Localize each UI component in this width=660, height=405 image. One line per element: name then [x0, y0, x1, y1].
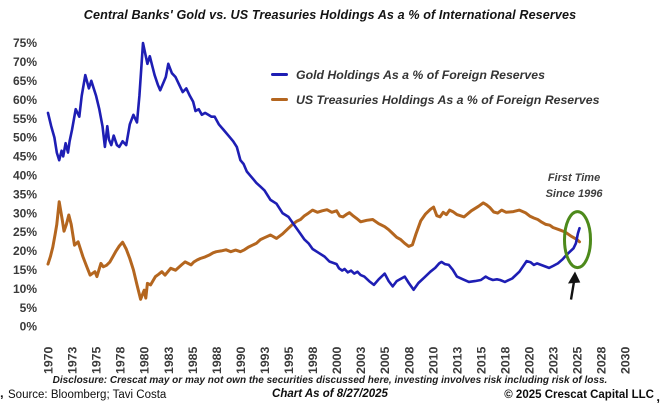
us-treasuries-line	[46, 200, 581, 301]
y-axis-label-10: 10%	[13, 282, 37, 296]
x-axis-label-1980: 1980	[138, 346, 152, 374]
chart-as-of-date: Chart As of 8/27/2025	[272, 388, 388, 400]
x-axis-label-2015: 2015	[474, 346, 488, 374]
x-axis-label-1988: 1988	[210, 346, 224, 374]
copyright-text: © 2025 Crescat Capital LLC	[504, 389, 654, 401]
crossover-ellipse-icon	[563, 210, 592, 270]
y-axis-label-60: 60%	[13, 93, 37, 107]
treasuries-legend-label: US Treasuries Holdings As a % of Foreign…	[296, 92, 600, 107]
y-axis-label-40: 40%	[13, 169, 37, 183]
x-axis-label-1973: 1973	[66, 346, 80, 374]
x-axis-label-2010: 2010	[426, 346, 440, 374]
x-axis-label-1995: 1995	[282, 346, 296, 374]
y-axis-label-75: 75%	[13, 36, 37, 50]
x-axis-label-1970: 1970	[42, 346, 56, 374]
right-corner-artifact: ,	[656, 389, 660, 404]
x-axis-label-1993: 1993	[258, 346, 272, 374]
treasuries-line-swatch	[271, 97, 288, 102]
crossover-annotation: First Time Since 1996	[539, 171, 609, 202]
x-axis-label-1975: 1975	[90, 346, 104, 374]
y-axis-label-45: 45%	[13, 150, 37, 164]
x-axis-label-2023: 2023	[547, 346, 561, 374]
x-axis-label-2028: 2028	[595, 346, 609, 374]
chart-legend: Gold Holdings As a % of Foreign Reserves…	[271, 67, 599, 117]
y-axis-label-25: 25%	[13, 225, 37, 239]
x-axis-label-2005: 2005	[378, 346, 392, 374]
gold-line	[46, 41, 581, 292]
y-axis-label-55: 55%	[13, 112, 37, 126]
annotation-line-1: First Time	[547, 172, 601, 184]
x-axis-label-2013: 2013	[450, 346, 464, 374]
y-axis-label-50: 50%	[13, 131, 37, 145]
source-credit: Source: Bloomberg; Tavi Costa	[8, 389, 167, 401]
y-axis-label-65: 65%	[13, 74, 37, 88]
x-axis-label-1990: 1990	[234, 346, 248, 374]
x-axis-label-2020: 2020	[523, 346, 537, 374]
gold-line-swatch	[271, 72, 288, 77]
y-axis-label-15: 15%	[13, 263, 37, 277]
legend-item-gold: Gold Holdings As a % of Foreign Reserves	[271, 67, 599, 82]
y-axis-label-30: 30%	[13, 206, 37, 220]
x-axis-label-1985: 1985	[186, 346, 200, 374]
x-axis-label-2018: 2018	[498, 346, 512, 374]
x-axis-label-1998: 1998	[306, 346, 320, 374]
x-axis-label-2008: 2008	[402, 346, 416, 374]
up-arrow-shaft-icon	[569, 281, 576, 300]
y-axis-label-70: 70%	[13, 55, 37, 69]
gold-legend-label: Gold Holdings As a % of Foreign Reserves	[296, 67, 545, 82]
x-axis-label-1978: 1978	[114, 346, 128, 374]
left-corner-artifact: ‚	[0, 385, 4, 400]
y-axis-label-5: 5%	[20, 301, 38, 315]
y-axis-label-20: 20%	[13, 244, 37, 258]
x-axis-label-2030: 2030	[619, 346, 633, 374]
up-arrow-head-icon	[568, 271, 581, 284]
x-axis-label-2000: 2000	[330, 346, 344, 374]
y-axis-label-35: 35%	[13, 187, 37, 201]
annotation-line-2: Since 1996	[545, 187, 603, 200]
disclosure-text: Disclosure: Crescat may or may not own t…	[52, 375, 608, 386]
x-axis-label-1983: 1983	[162, 346, 176, 374]
x-axis-label-2025: 2025	[571, 346, 585, 374]
legend-item-treasuries: US Treasuries Holdings As a % of Foreign…	[271, 92, 599, 107]
y-axis-label-0: 0%	[20, 320, 38, 334]
x-axis-label-2003: 2003	[354, 346, 368, 374]
chart-title: Central Banks' Gold vs. US Treasuries Ho…	[83, 8, 577, 22]
